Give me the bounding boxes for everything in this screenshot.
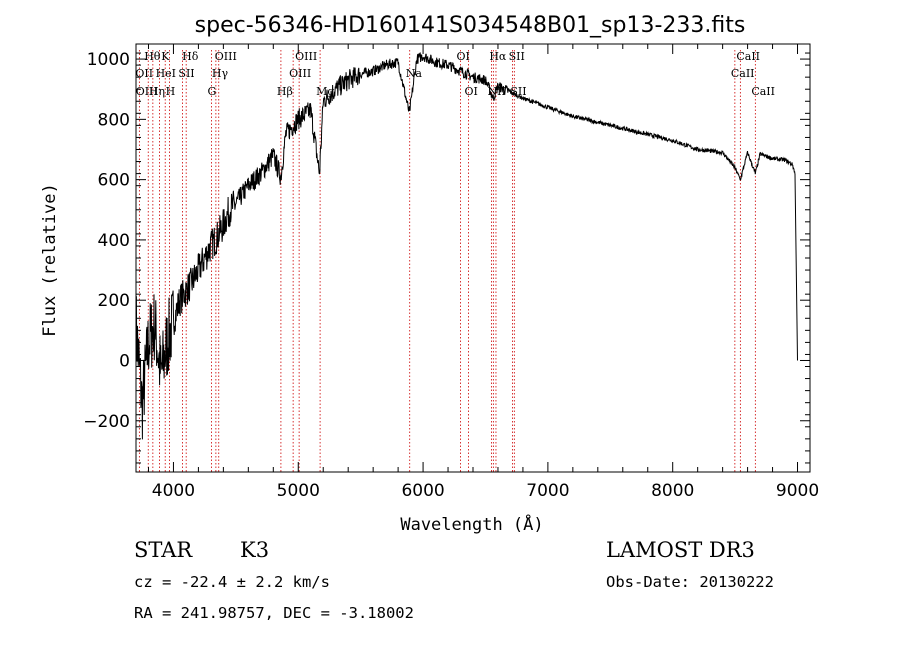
chart-title: spec-56346-HD160141S034548B01_sp13-233.f… [195,13,746,38]
object-class: STAR [134,538,193,562]
spectral-line-label: CaII [736,50,760,63]
spectrum-line [135,52,798,440]
spectral-line-label: Mg [316,85,334,98]
y-tick-label: 1000 [87,50,130,70]
axis-ticks: 4000 5000 6000 7000 8000 9000 −200 0 200 400 600 80… [83,44,819,501]
y-tick-label: 600 [98,171,130,191]
plot-frame [135,43,811,473]
spectral-line-label: SII [509,50,525,63]
object-subclass: K3 [240,538,270,562]
spectral-line-label: G [208,85,217,98]
spectral-line-label: Hβ [277,85,293,98]
coordinates: RA = 241.98757, DEC = -3.18002 [134,604,414,622]
spectral-line-label: Hα [489,50,507,63]
spectral-line-label: HeI [156,67,176,80]
spectral-line-label: Hη [149,85,165,98]
x-tick-label: 7000 [526,481,569,501]
spectral-line-label: CaII [731,67,755,80]
spectral-line-label: H [166,85,176,98]
spectral-line-label: OIII [215,50,237,63]
marker-lines [138,50,756,472]
spectral-line-label: OIII [289,67,311,80]
y-tick-label: −200 [83,412,130,432]
spectral-line-label: OI [457,50,470,63]
x-axis-label: Wavelength (Å) [400,513,543,535]
survey-name: LAMOST DR3 [606,538,755,562]
spectral-line-label: OII [135,67,153,80]
spectral-line-label: Hθ [144,50,161,63]
spectral-line-label: OIII [295,50,317,63]
y-tick-label: 400 [98,231,130,251]
spectral-line-label: Hγ [212,67,229,80]
y-tick-label: 0 [119,351,130,371]
spectral-line-label: SII [510,85,526,98]
redshift-cz: cz = -22.4 ± 2.2 km/s [134,573,330,591]
spectral-line-label: K [161,50,170,63]
spectral-line-label: SII [178,67,194,80]
spectral-line-label: Hδ [182,50,199,63]
spectral-line-label: Na [406,67,423,80]
y-tick-label: 200 [98,291,130,311]
x-tick-label: 6000 [401,481,444,501]
x-tick-label: 9000 [776,481,819,501]
x-tick-label: 8000 [651,481,694,501]
x-tick-label: 4000 [152,481,195,501]
spectral-line-label: CaII [751,85,775,98]
spectral-line-label: OIII [136,85,158,98]
x-tick-label: 5000 [277,481,320,501]
spectral-line-label: OI [465,85,478,98]
y-tick-label: 800 [98,110,130,130]
y-axis-label: Flux (relative) [40,183,60,337]
observation-date: Obs-Date: 20130222 [606,573,774,591]
